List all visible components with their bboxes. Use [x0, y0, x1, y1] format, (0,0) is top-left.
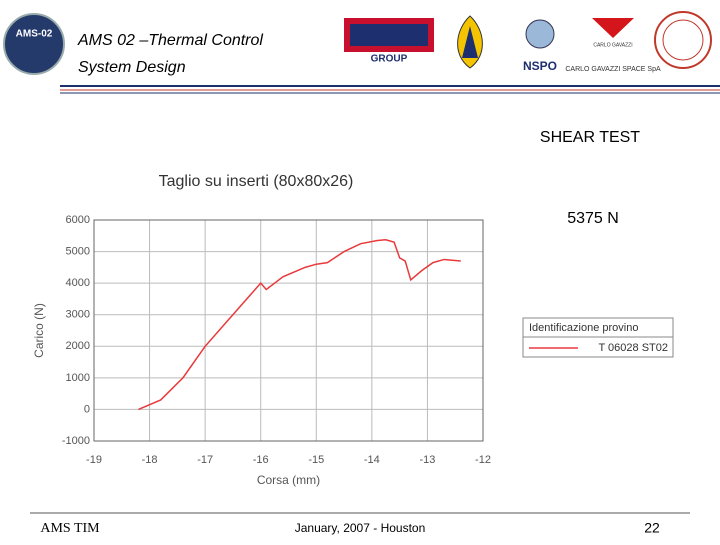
slide-heading: SHEAR TEST — [540, 129, 640, 146]
nspo-text: NSPO — [523, 59, 557, 73]
nspo-globe — [525, 19, 555, 49]
x-tick-label: -13 — [419, 454, 435, 466]
shield-rocket — [462, 26, 478, 58]
data-line — [138, 238, 461, 411]
slide-note: 5375 N — [567, 210, 619, 227]
title-line: System Design — [78, 59, 186, 76]
chart-title: Taglio su inserti (80x80x26) — [159, 173, 354, 190]
cgs-logo — [592, 18, 634, 38]
x-tick-label: -17 — [197, 454, 213, 466]
badge-text: AMS-02 — [16, 29, 53, 40]
y-tick-label: -1000 — [62, 435, 90, 447]
university-seal — [654, 11, 712, 69]
y-axis-label: Carico (N) — [32, 303, 46, 358]
plot-frame — [93, 219, 484, 442]
y-tick-label: 0 — [84, 403, 90, 415]
y-tick-label: 2000 — [66, 340, 90, 352]
x-tick-label: -16 — [253, 454, 269, 466]
title-line: AMS 02 –Thermal Control — [77, 32, 263, 49]
cgs-small: CARLO GAVAZZI — [593, 42, 632, 48]
y-tick-label: 5000 — [66, 245, 90, 257]
y-tick-label: 3000 — [66, 309, 90, 321]
footer-center: January, 2007 - Houston — [295, 521, 426, 535]
footer-left: AMS TIM — [40, 521, 100, 536]
x-tick-label: -14 — [364, 454, 380, 466]
legend-label: T 06028 ST02 — [598, 342, 668, 354]
y-tick-label: 6000 — [66, 214, 90, 226]
y-tick-label: 1000 — [66, 372, 90, 384]
x-axis-label: Corsa (mm) — [257, 473, 320, 487]
esc-logo-inner — [350, 24, 428, 46]
badge-logo — [3, 13, 65, 75]
university-seal-inner — [662, 19, 704, 61]
x-tick-label: -18 — [142, 454, 158, 466]
x-tick-label: -15 — [308, 454, 324, 466]
x-tick-label: -19 — [86, 454, 102, 466]
footer-page: 22 — [644, 520, 660, 536]
esc-sub: GROUP — [371, 54, 408, 65]
y-tick-label: 4000 — [66, 277, 90, 289]
x-tick-label: -12 — [475, 454, 491, 466]
legend-title: Identificazione provino — [529, 322, 638, 334]
cgs-text: CARLO GAVAZZI SPACE SpA — [565, 66, 661, 73]
